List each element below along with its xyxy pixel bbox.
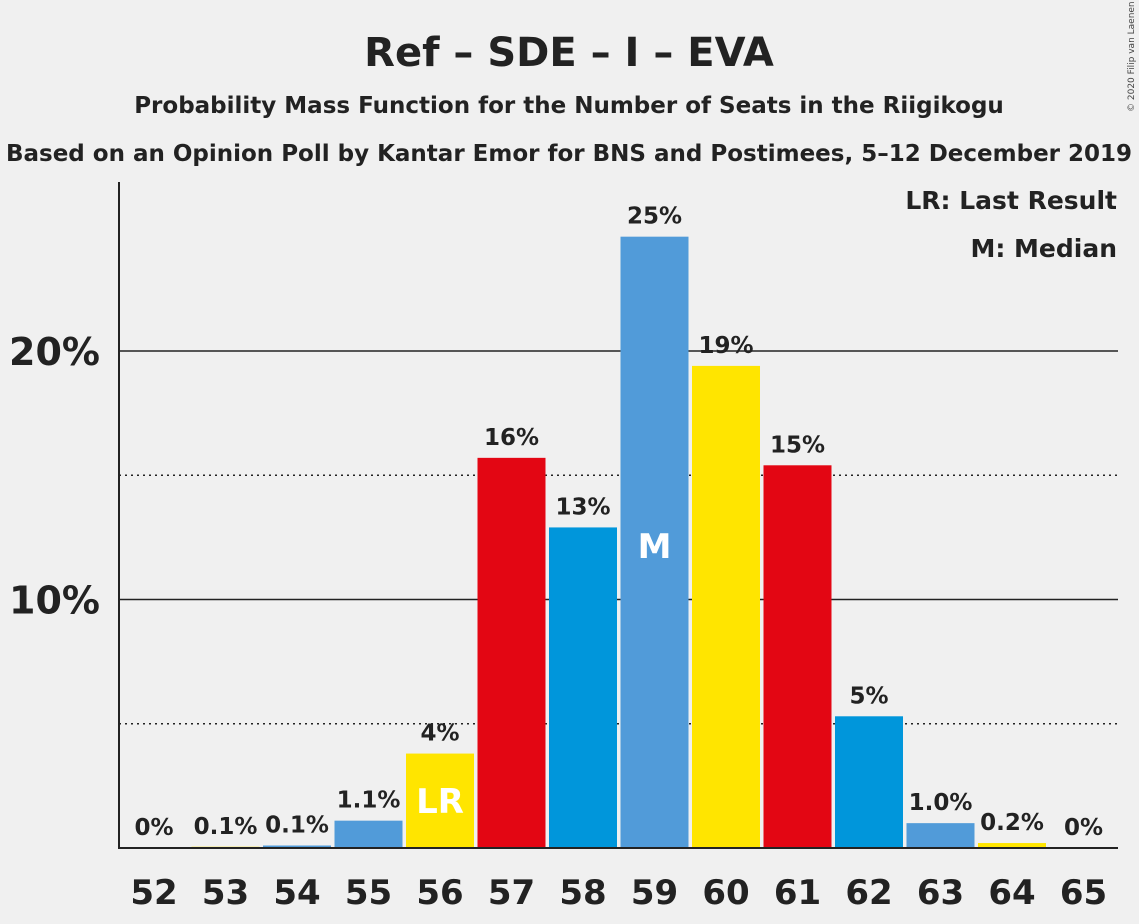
legend-last-result: LR: Last Result: [905, 186, 1117, 215]
x-tick-label: 62: [845, 873, 892, 913]
data-label: 1.1%: [337, 788, 401, 814]
data-label: 0%: [134, 815, 173, 841]
x-tick-label: 55: [345, 873, 392, 913]
data-label: 0.2%: [980, 810, 1044, 836]
data-label: 15%: [770, 432, 825, 458]
bar: [978, 843, 1046, 848]
grid-lines: [119, 350, 1118, 725]
x-tick-labels: 52 53 54 55 56 57 58 59 60 61 62 63 64 65: [130, 873, 1107, 913]
data-labels: 0% 0.1% 0.1% 1.1% 4% LR 16% 13% 25% M 19% 15% 5% 1.0%…: [134, 204, 1103, 841]
data-label: 5%: [849, 683, 888, 709]
bar: [906, 823, 975, 848]
y-tick-labels: 10% 20%: [9, 330, 100, 623]
data-label: 0%: [1064, 815, 1103, 841]
x-tick-label: 60: [702, 873, 749, 913]
bar: [549, 527, 617, 848]
data-label: 16%: [484, 425, 539, 451]
legend-median: M: Median: [970, 234, 1117, 263]
bar: [835, 716, 903, 848]
bar-marker-label: LR: [416, 782, 464, 822]
x-tick-label: 53: [202, 873, 249, 913]
x-tick-label: 58: [559, 873, 606, 913]
data-label: 19%: [698, 333, 753, 359]
data-label: 0.1%: [265, 813, 329, 839]
x-tick-label: 54: [273, 873, 320, 913]
data-label: 1.0%: [909, 790, 973, 816]
data-label: 0.1%: [194, 814, 258, 840]
y-tick-label: 10%: [9, 578, 100, 622]
x-tick-label: 64: [988, 873, 1035, 913]
x-tick-label: 59: [631, 873, 678, 913]
chart-subtitle: Probability Mass Function for the Number…: [134, 93, 1004, 119]
copyright-text: © 2020 Filip van Laenen: [1127, 1, 1137, 112]
bar: [263, 845, 331, 848]
x-tick-label: 63: [917, 873, 964, 913]
x-tick-label: 57: [488, 873, 535, 913]
data-label: 13%: [555, 494, 610, 520]
x-tick-label: 65: [1060, 873, 1107, 913]
bar: [620, 236, 689, 849]
y-tick-label: 20%: [9, 330, 100, 374]
chart-title: Ref – SDE – I – EVA: [364, 30, 774, 76]
bar-marker-label: M: [638, 527, 672, 567]
bar: [406, 753, 474, 848]
bar: [477, 457, 546, 848]
data-label: 25%: [627, 204, 682, 230]
bar: [334, 820, 403, 848]
x-tick-label: 56: [416, 873, 463, 913]
bar: [692, 365, 760, 848]
chart-subtitle-source: Based on an Opinion Poll by Kantar Emor …: [6, 141, 1132, 167]
bars: [191, 236, 1046, 849]
data-label: 4%: [420, 721, 459, 747]
x-tick-label: 61: [774, 873, 821, 913]
bar: [763, 465, 832, 848]
x-tick-label: 52: [130, 873, 177, 913]
